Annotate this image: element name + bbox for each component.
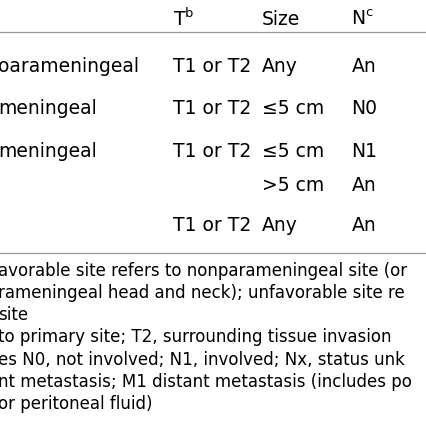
Text: T1 or T2: T1 or T2 [173, 216, 251, 235]
Text: ≤5 cm: ≤5 cm [262, 142, 324, 161]
Text: site: site [0, 306, 28, 324]
Text: nt metastasis; M1 distant metastasis (includes po: nt metastasis; M1 distant metastasis (in… [0, 373, 412, 391]
Text: >5 cm: >5 cm [262, 176, 324, 195]
Text: T$^{\mathrm{b}}$: T$^{\mathrm{b}}$ [173, 8, 194, 30]
Text: to primary site; T2, surrounding tissue invasion: to primary site; T2, surrounding tissue … [0, 328, 391, 346]
Text: T1 or T2: T1 or T2 [173, 142, 251, 161]
Text: T1 or T2: T1 or T2 [173, 99, 251, 118]
Text: avorable site refers to nonparameningeal site (or: avorable site refers to nonparameningeal… [0, 262, 407, 280]
Text: T1 or T2: T1 or T2 [173, 57, 251, 75]
Text: meningeal: meningeal [0, 142, 97, 161]
Text: N1: N1 [351, 142, 377, 161]
Text: An: An [351, 176, 376, 195]
Text: N$^{\mathrm{c}}$: N$^{\mathrm{c}}$ [351, 9, 374, 29]
Text: N0: N0 [351, 99, 377, 118]
Text: rameningeal head and neck); unfavorable site re: rameningeal head and neck); unfavorable … [0, 284, 405, 302]
Text: Any: Any [262, 216, 298, 235]
Text: es N0, not involved; N1, involved; Nx, status unk: es N0, not involved; N1, involved; Nx, s… [0, 351, 405, 368]
Text: Any: Any [262, 57, 298, 75]
Text: ≤5 cm: ≤5 cm [262, 99, 324, 118]
Text: or peritoneal fluid): or peritoneal fluid) [0, 395, 153, 413]
Text: meningeal: meningeal [0, 99, 97, 118]
Text: An: An [351, 216, 376, 235]
Text: An: An [351, 57, 376, 75]
Text: Size: Size [262, 10, 300, 29]
Text: oarameningeal: oarameningeal [0, 57, 139, 75]
